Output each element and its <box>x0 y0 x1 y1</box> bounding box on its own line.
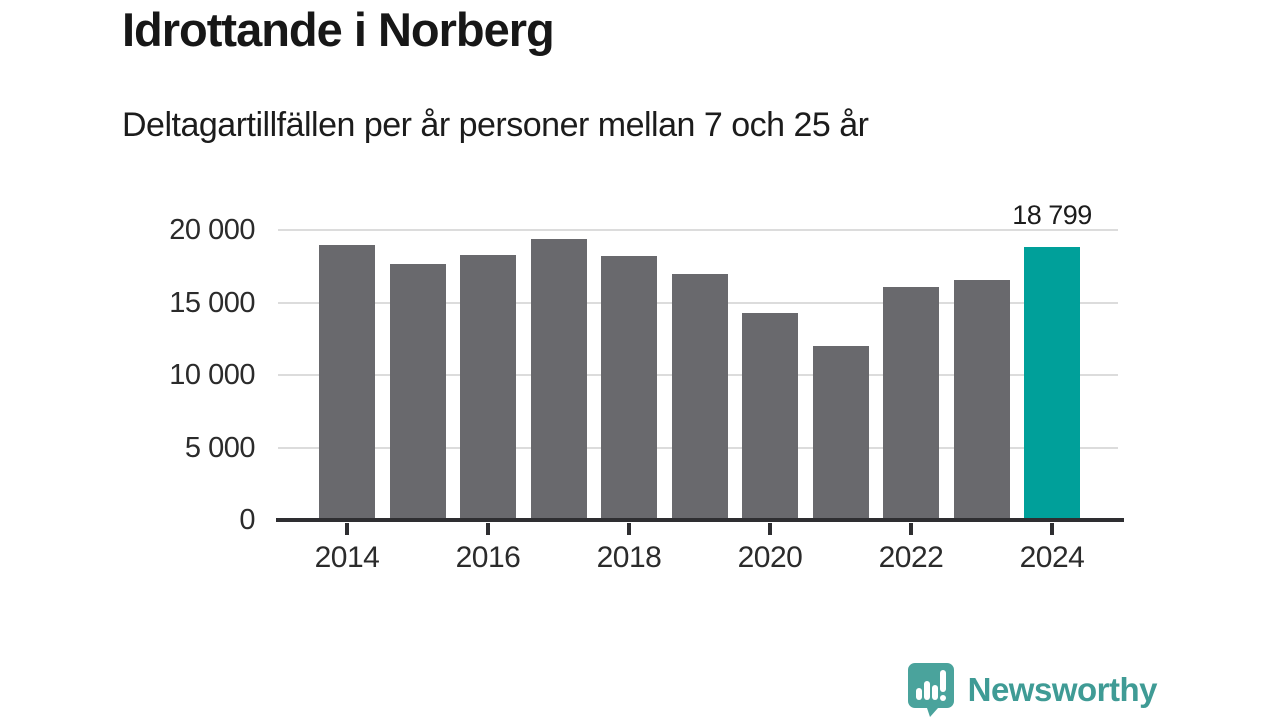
bar <box>460 255 516 520</box>
bar <box>883 287 939 520</box>
bar <box>742 313 798 520</box>
x-tick-label: 2016 <box>455 541 521 574</box>
brand-logo: Newsworthy <box>907 662 1158 718</box>
x-tick-label: 2022 <box>878 541 944 574</box>
x-axis-line <box>276 518 1124 522</box>
plot-area: 18 799 <box>278 200 1124 520</box>
bar <box>671 274 728 520</box>
y-tick-label: 5 000 <box>184 431 256 464</box>
x-tick-label: 2024 <box>1019 541 1085 574</box>
x-axis-tick <box>768 523 772 535</box>
y-tick-label: 0 <box>239 504 255 536</box>
gridline <box>278 229 1118 231</box>
bar <box>601 256 657 520</box>
x-axis-tick <box>486 523 490 535</box>
bar-highlighted <box>1024 247 1080 520</box>
x-tick-label: 2018 <box>596 541 662 574</box>
x-axis-tick <box>1050 523 1054 535</box>
highlight-value-label: 18 799 <box>1012 200 1092 230</box>
brand-name: Newsworthy <box>967 671 1158 708</box>
bar <box>389 264 446 520</box>
y-tick-label: 20 000 <box>169 214 255 246</box>
x-axis-tick <box>627 523 631 535</box>
newsworthy-logo-icon <box>907 662 955 718</box>
x-axis-tick <box>909 523 913 535</box>
chart-subtitle: Deltagartillfällen per år personer mella… <box>122 106 869 144</box>
bar <box>953 280 1010 520</box>
y-tick-label: 10 000 <box>169 359 255 391</box>
x-tick-label: 2014 <box>314 541 380 574</box>
y-tick-label: 15 000 <box>169 286 255 319</box>
x-tick-label: 2020 <box>737 541 803 574</box>
chart-title: Idrottande i Norberg <box>122 3 555 56</box>
x-axis-tick <box>345 523 349 535</box>
speech-bubble-shape <box>907 663 954 717</box>
bar <box>319 244 375 520</box>
bar <box>812 346 869 520</box>
bar <box>530 238 587 520</box>
